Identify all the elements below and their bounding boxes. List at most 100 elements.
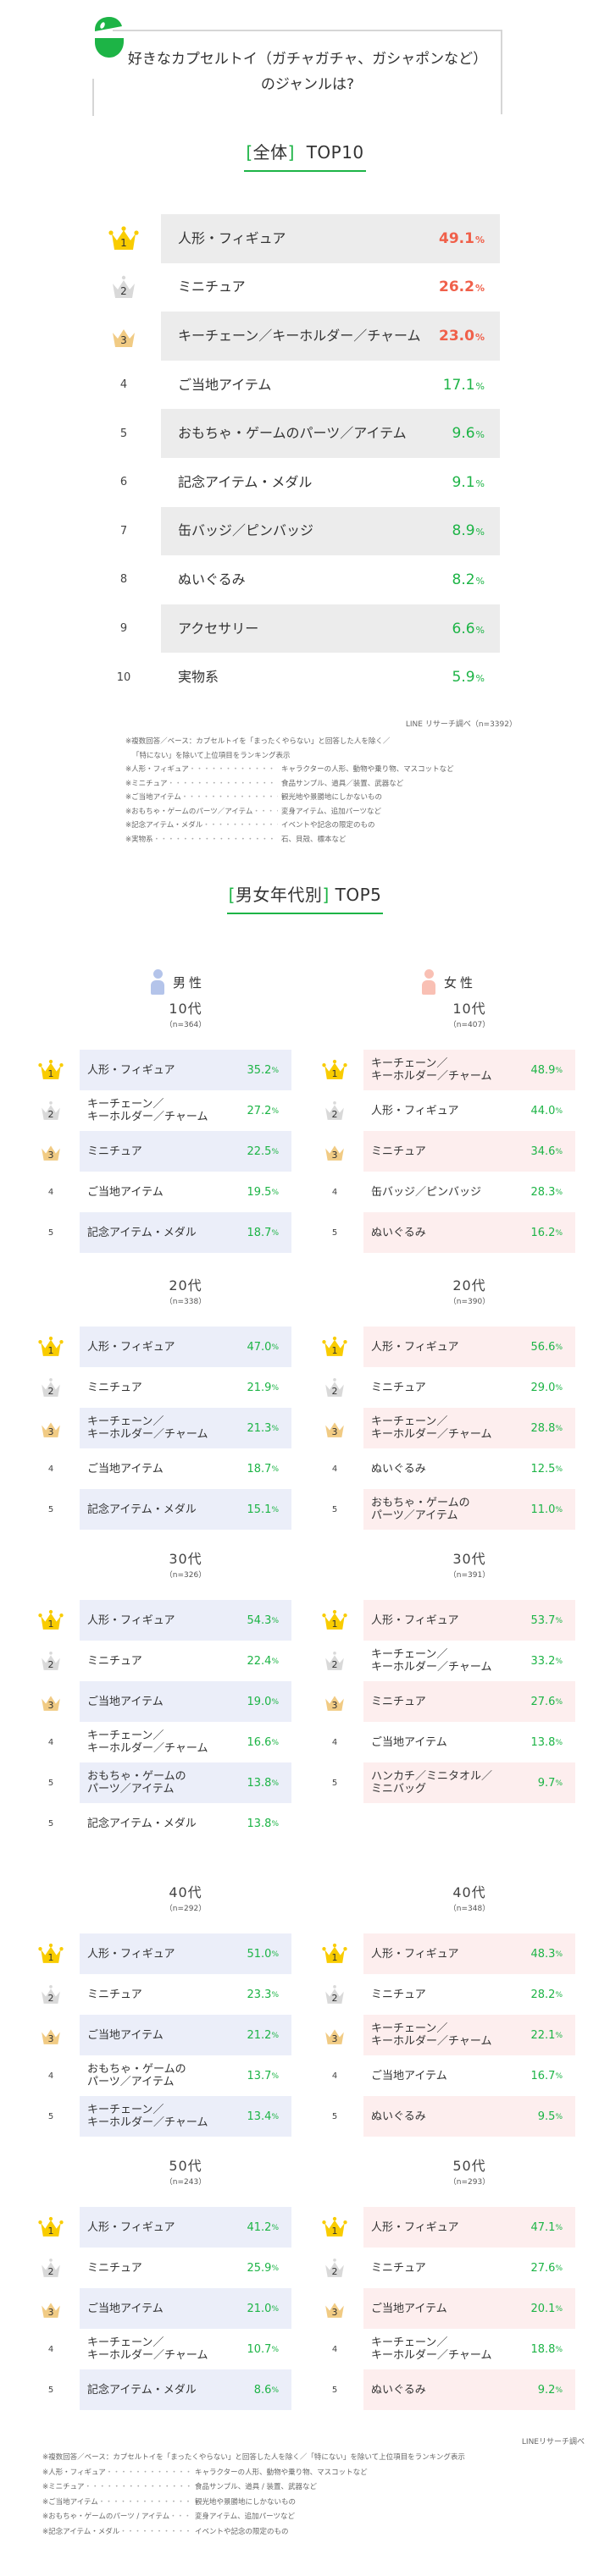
percent-unit: % [555, 1148, 563, 1156]
percent-value: 28.3 [530, 1185, 556, 1199]
note-value: イベントや記念の限定のもの [195, 2527, 289, 2536]
sample-size: （n=326） [164, 1571, 207, 1580]
crown-rank-1-icon: 1 [322, 1943, 347, 1965]
rank-number: 5 [331, 1504, 338, 1514]
male-row: 3 ご当地アイテム 19.0% [38, 1681, 309, 1722]
female-row: 5 ぬいぐるみ 9.5% [322, 2096, 593, 2137]
age-label: 30代 [169, 1551, 202, 1567]
item-percent: 8.2% [407, 555, 485, 604]
item-label: 人形・フィギュア [371, 1613, 459, 1627]
note-value: 変身アイテム、追加パーツなど [195, 2513, 295, 2521]
rank-cell: 3 [322, 1681, 347, 1722]
row-background [80, 1131, 291, 1172]
age-label: 20代 [169, 1277, 202, 1294]
percent-unit: % [475, 673, 485, 685]
percent-unit: % [271, 1384, 279, 1393]
row-background [363, 2369, 575, 2410]
gender-source: LINEリサーチ調べ [521, 2438, 585, 2446]
item-label: 記念アイテム・メダル [87, 2383, 197, 2397]
item-label: ぬいぐるみ [178, 571, 246, 587]
rank-cell: 4 [322, 1722, 347, 1762]
percent-value: 10.7 [247, 2342, 272, 2356]
rank-number: 4 [47, 1464, 54, 1474]
percent-unit: % [555, 2032, 563, 2040]
item-percent: 16.2% [500, 1212, 563, 1253]
crown-rank-3-icon: 3 [38, 1691, 64, 1713]
female-row: 5 ぬいぐるみ 9.2% [322, 2369, 593, 2410]
title-bracket: [ [246, 142, 253, 163]
male-label: 男性 [173, 974, 206, 990]
item-percent: 19.0% [216, 1681, 279, 1722]
percent-unit: % [271, 1229, 279, 1238]
rank-cell: 5 [322, 1762, 347, 1803]
row-background [161, 604, 500, 654]
percent-unit: % [271, 1991, 279, 2000]
rank-cell: 2 [322, 1641, 347, 1681]
percent-unit: % [271, 1506, 279, 1514]
rank-number: 4 [47, 2344, 54, 2354]
age-label: 10代 [452, 1001, 486, 1017]
item-label: キーチェーン／キーホルダー／チャーム [87, 1729, 208, 1755]
crown-rank-2-icon: 2 [322, 1983, 347, 2005]
note-key: ※実物系・・・・・・・・・・・・・・・・・・・・・・・・・・・・・・ [125, 835, 278, 844]
item-label: 人形・フィギュア [371, 1340, 459, 1354]
item-label: ご当地アイテム [87, 1185, 164, 1199]
female-ranking-list: 1 人形・フィギュア 56.6% 2 ミニチュア 29.0% 3 キーチェーン／… [322, 1327, 593, 1530]
rank-number: 4 [331, 2344, 338, 2354]
percent-value: 35.2 [247, 1063, 272, 1077]
rank-cell: 5 [322, 1489, 347, 1530]
item-percent: 21.2% [216, 2015, 279, 2055]
overall-ranking-list: 1 人形・フィギュア 49.1% 2 ミニチュア 26.2% 3 キーチェーン／… [0, 214, 610, 702]
crown-rank-1-icon: 1 [322, 1609, 347, 1631]
percent-value: 28.2 [530, 1988, 556, 2001]
rank-cell: 2 [322, 1090, 347, 1131]
age-label: 10代 [169, 1001, 202, 1017]
rank-cell: 5 [38, 2369, 64, 2410]
percent-value: 29.0 [530, 1381, 556, 1394]
rank-cell: 2 [322, 2248, 347, 2288]
percent-unit: % [271, 1950, 279, 1959]
rank-number: 5 [331, 1778, 338, 1788]
item-label: ご当地アイテム [371, 2302, 447, 2315]
item-label: 缶バッジ／ピンバッジ [178, 522, 314, 539]
crown-rank-2-icon: 2 [38, 1100, 64, 1122]
crown-rank-3-icon: 3 [322, 1417, 347, 1439]
percent-unit: % [555, 1739, 563, 1747]
percent-value: 9.2 [537, 2383, 556, 2397]
row-background [80, 1762, 291, 1803]
male-row: 1 人形・フィギュア 51.0% [38, 1933, 309, 1974]
row-background [363, 2015, 575, 2055]
percent-value: 15.1 [247, 1503, 272, 1516]
percent-unit: % [475, 575, 485, 587]
rank-cell: 1 [322, 1327, 347, 1367]
item-percent: 41.2% [216, 2207, 279, 2248]
overall-notes: ※複数回答／ベース：カプセルトイを「まったくやらない」と回答した人を除く／ 「特… [125, 735, 454, 847]
female-age-header: 10代 （n=407） [363, 997, 575, 1029]
note-item: ※人形・フィギュア・・・・・・・・・・・・・・・・・・・・・・・・・・・・・・キ… [42, 2466, 465, 2481]
item-label: ご当地アイテム [87, 2028, 164, 2042]
percent-unit: % [474, 331, 485, 343]
overall-row: 9 アクセサリー 6.6% [0, 604, 610, 654]
crown-rank-1-icon: 1 [38, 1609, 64, 1631]
item-label: キーチェーン／キーホルダー／チャーム [371, 1057, 492, 1083]
percent-value: 44.0 [530, 1104, 556, 1117]
percent-unit: % [271, 1067, 279, 1075]
percent-unit: % [555, 1465, 563, 1474]
item-percent: 21.3% [216, 1408, 279, 1448]
rank-cell: 1 [322, 1933, 347, 1974]
note-key: ※ミニチュア・・・・・・・・・・・・・・・・・・・・・・・・・・・・・・ [42, 2483, 191, 2491]
male-row: 1 人形・フィギュア 41.2% [38, 2207, 309, 2248]
item-percent: 29.0% [500, 1367, 563, 1408]
item-percent: 20.1% [500, 2288, 563, 2329]
title-tag: 男女年代別 [235, 885, 323, 905]
overall-row: 5 おもちゃ・ゲームのパーツ／アイテム 9.6% [0, 409, 610, 458]
rank-cell: 4 [108, 361, 139, 410]
rank-cell: 8 [108, 555, 139, 604]
item-percent: 19.5% [216, 1172, 279, 1212]
item-percent: 13.4% [216, 2096, 279, 2137]
item-percent: 56.6% [500, 1327, 563, 1367]
item-label: ご当地アイテム [87, 1462, 164, 1476]
rank-cell: 1 [38, 1327, 64, 1367]
percent-value: 16.7 [530, 2069, 556, 2082]
rank-cell: 1 [38, 2207, 64, 2248]
